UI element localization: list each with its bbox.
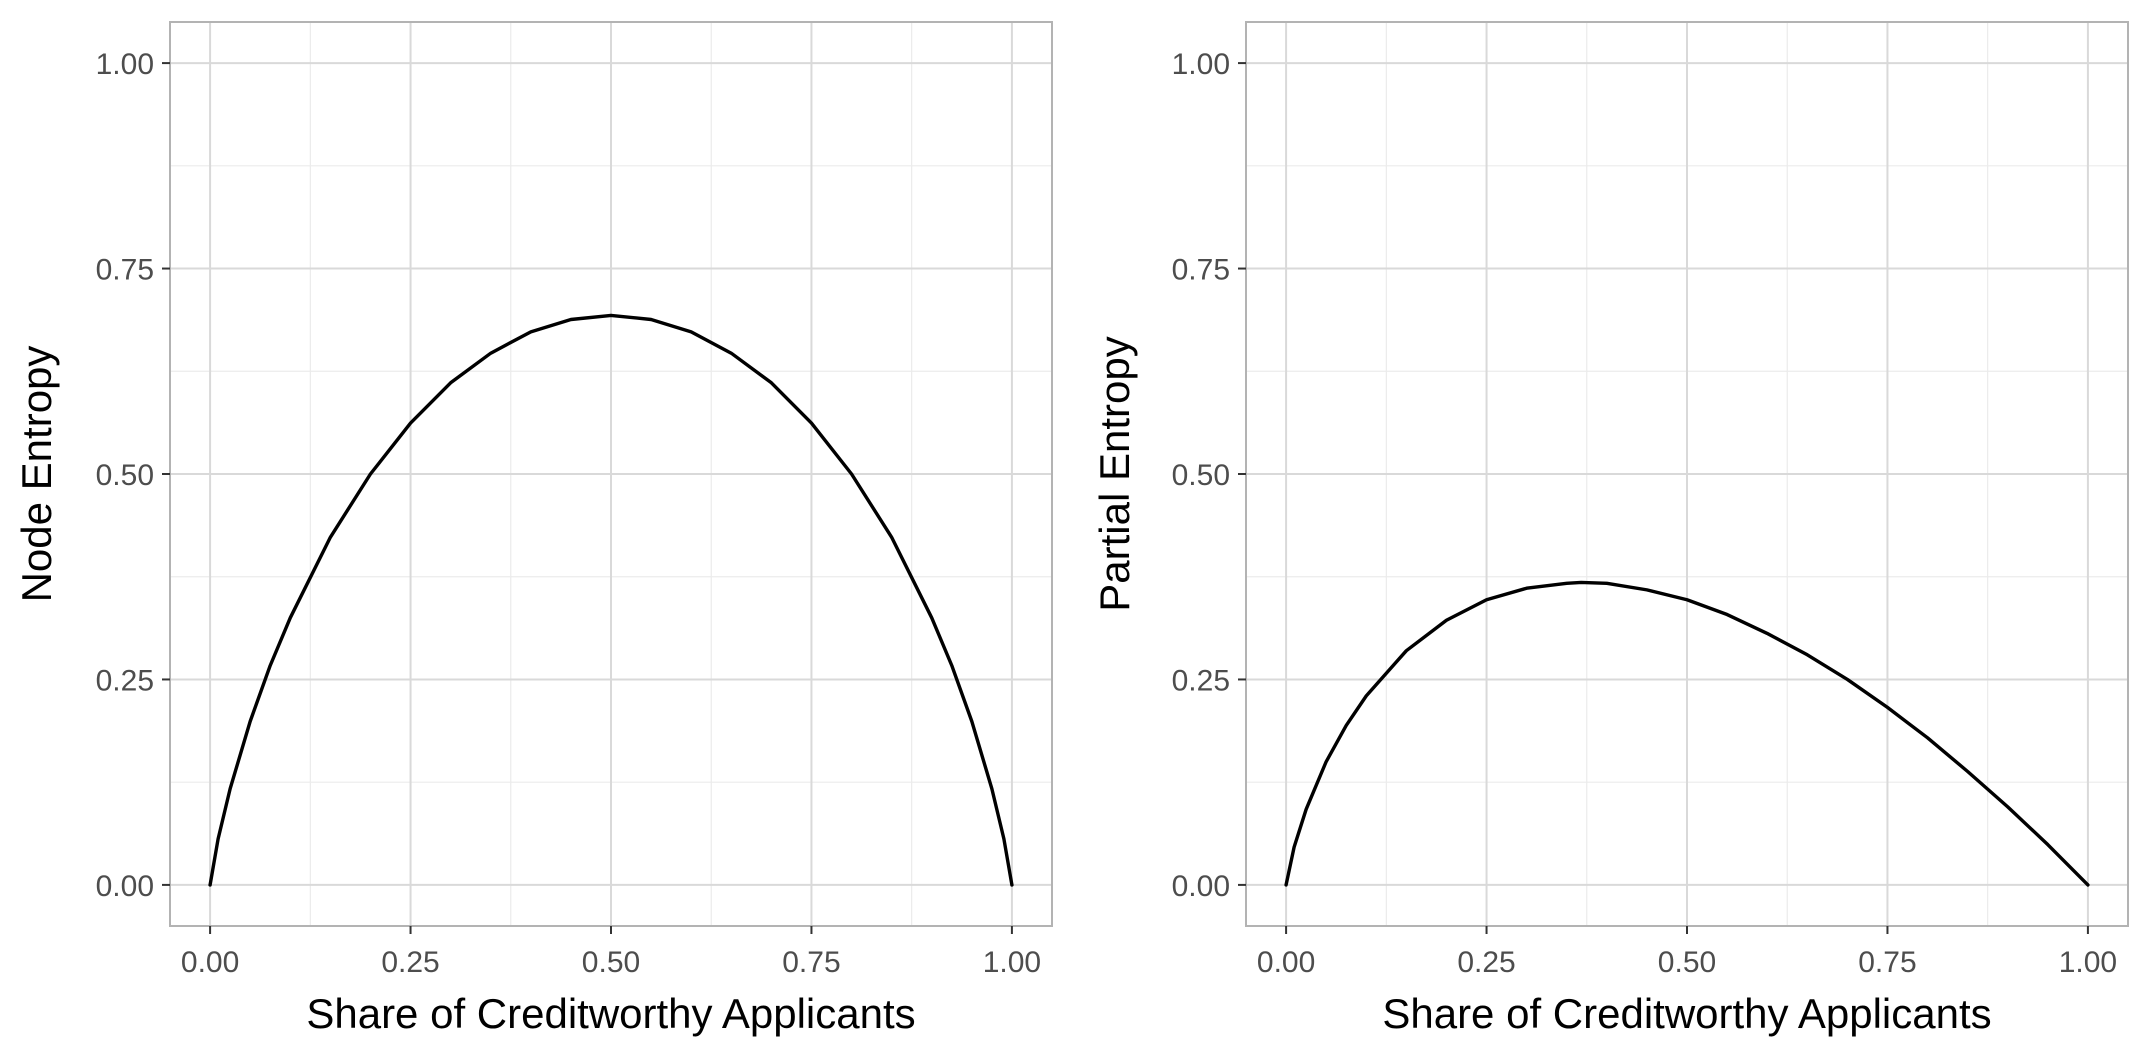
panel-1-entropy-curve — [208, 313, 1014, 887]
panel-2-x-axis-title: Share of Creditworthy Applicants — [1382, 990, 1991, 1037]
panel-1-y-tick-label: 0.50 — [96, 459, 154, 492]
panel-2-y-tick-label: 0.00 — [1172, 870, 1230, 903]
panel-1-x-axis-title: Share of Creditworthy Applicants — [306, 990, 915, 1037]
panel-1-y-axis-title: Node Entropy — [13, 346, 60, 603]
panel-1-x-tick-label: 0.00 — [181, 946, 239, 979]
panel-2-y-tick-label: 0.25 — [1172, 664, 1230, 697]
panel-1-y-tick-label: 1.00 — [96, 48, 154, 81]
panel-2-y-tick-label: 1.00 — [1172, 48, 1230, 81]
panel-2-y-tick-label: 0.75 — [1172, 254, 1230, 287]
panel-2-y-axis-title: Partial Entropy — [1091, 336, 1138, 611]
panel-2-x-tick-label: 0.25 — [1457, 946, 1515, 979]
panel-1-y-tick-label: 0.75 — [96, 254, 154, 287]
panel-1-y-tick-label: 0.00 — [96, 870, 154, 903]
panel-2-x-tick-label: 0.00 — [1257, 946, 1315, 979]
panel-1-x-tick-label: 0.25 — [381, 946, 439, 979]
panel-2-x-tick-label: 1.00 — [2059, 946, 2117, 979]
panel-1-x-tick-label: 0.75 — [782, 946, 840, 979]
panel-2-x-tick-label: 0.75 — [1858, 946, 1916, 979]
panel-1-y-tick-label: 0.25 — [96, 664, 154, 697]
panel-1-x-tick-label: 0.50 — [582, 946, 640, 979]
panel-1-x-tick-label: 1.00 — [983, 946, 1041, 979]
panel-2-x-tick-label: 0.50 — [1658, 946, 1716, 979]
panel-2-y-tick-label: 0.50 — [1172, 459, 1230, 492]
partial-entropy-panel: 0.00 0.25 0.50 0.75 1.00 0.00 0.25 0.50 0.75 1.00… — [1091, 21, 2129, 1037]
node-entropy-panel: 0.00 0.25 0.50 0.75 1.00 0.00 0.25 0.50 0.75 1.00… — [13, 21, 1053, 1037]
panel-2-entropy-curve — [1284, 580, 2090, 887]
